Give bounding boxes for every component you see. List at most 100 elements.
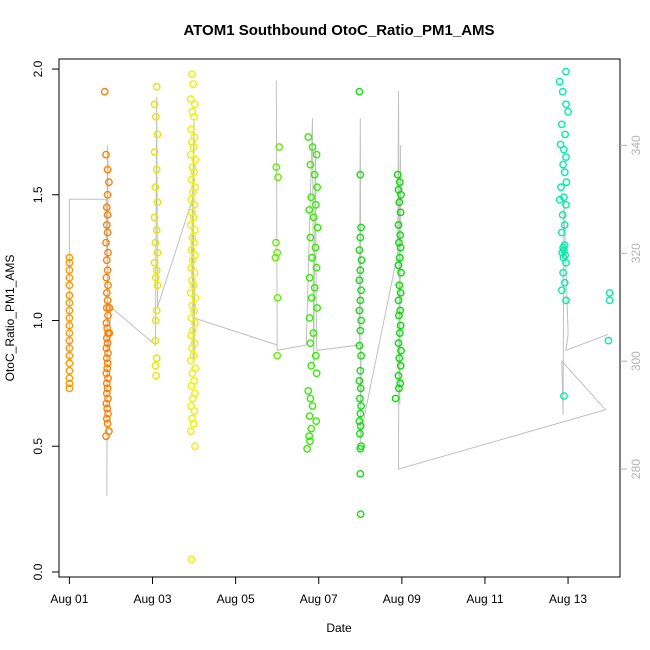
data-point bbox=[190, 100, 199, 109]
data-point bbox=[313, 303, 321, 312]
data-point bbox=[151, 112, 160, 121]
data-point bbox=[312, 150, 321, 159]
data-point bbox=[65, 281, 74, 290]
data-point bbox=[103, 364, 112, 373]
data-point bbox=[65, 273, 74, 282]
data-point bbox=[274, 173, 282, 182]
data-point bbox=[151, 316, 160, 325]
y2-tick-label: 280 bbox=[629, 459, 643, 479]
data-point bbox=[356, 366, 365, 375]
data-point bbox=[356, 510, 365, 518]
data-point bbox=[188, 256, 197, 265]
data-point bbox=[357, 351, 365, 360]
data-point bbox=[394, 261, 403, 270]
data-point bbox=[355, 394, 364, 403]
x-tick-label: Aug 09 bbox=[383, 592, 421, 606]
plot-frame bbox=[58, 58, 621, 578]
data-point bbox=[65, 314, 74, 322]
data-point bbox=[560, 392, 568, 400]
data-point bbox=[187, 175, 196, 184]
data-point bbox=[103, 165, 112, 174]
data-point bbox=[187, 331, 196, 340]
data-point bbox=[152, 82, 161, 91]
data-point bbox=[102, 256, 111, 265]
data-point bbox=[356, 444, 365, 453]
x-tick-label: Aug 13 bbox=[549, 592, 587, 606]
data-point bbox=[103, 339, 112, 347]
data-point bbox=[190, 442, 199, 451]
data-point bbox=[305, 273, 314, 282]
data-point bbox=[560, 221, 569, 229]
data-point bbox=[102, 303, 111, 312]
data-point bbox=[188, 208, 196, 217]
data-point bbox=[307, 424, 316, 433]
data-point bbox=[562, 100, 570, 109]
data-point bbox=[308, 143, 317, 151]
data-point bbox=[191, 155, 200, 164]
data-point bbox=[103, 228, 112, 237]
data-point bbox=[188, 344, 196, 353]
data-point bbox=[102, 354, 111, 363]
data-point bbox=[558, 87, 567, 96]
data-point bbox=[102, 344, 111, 353]
data-point bbox=[187, 125, 196, 134]
data-point bbox=[190, 407, 199, 415]
data-point bbox=[306, 339, 315, 347]
data-point bbox=[65, 298, 74, 307]
data-point bbox=[562, 296, 570, 305]
data-point bbox=[356, 233, 365, 242]
data-point bbox=[555, 195, 564, 204]
data-point bbox=[356, 326, 365, 335]
data-point bbox=[103, 384, 112, 393]
data-point bbox=[102, 273, 111, 282]
secondary-trace-layer bbox=[68, 80, 609, 497]
data-point bbox=[396, 321, 405, 330]
data-point bbox=[186, 95, 195, 104]
data-point bbox=[152, 226, 161, 234]
data-point bbox=[65, 374, 74, 383]
data-point bbox=[355, 341, 364, 350]
data-point bbox=[65, 291, 74, 300]
data-point bbox=[188, 163, 197, 172]
data-point bbox=[105, 303, 114, 312]
data-point bbox=[305, 205, 314, 214]
data-point bbox=[557, 228, 566, 237]
data-point bbox=[102, 319, 111, 327]
data-point bbox=[271, 238, 280, 247]
x-tick-label: Aug 01 bbox=[50, 592, 88, 606]
data-point bbox=[393, 170, 402, 179]
data-point bbox=[306, 437, 314, 446]
data-point bbox=[394, 384, 403, 393]
data-point bbox=[103, 404, 112, 413]
data-point bbox=[560, 145, 568, 154]
data-point bbox=[65, 266, 74, 275]
y-tick-label: 2.0 bbox=[31, 60, 45, 77]
y-tick-label: 1.0 bbox=[31, 312, 45, 329]
data-point bbox=[310, 283, 319, 292]
data-point bbox=[560, 278, 569, 287]
data-point bbox=[395, 281, 404, 290]
data-point bbox=[153, 130, 162, 139]
data-point bbox=[273, 351, 282, 360]
data-point bbox=[191, 293, 200, 302]
data-point bbox=[186, 288, 195, 297]
data-point bbox=[153, 248, 162, 257]
data-point bbox=[190, 306, 199, 315]
data-point bbox=[307, 193, 316, 202]
data-point bbox=[604, 336, 613, 345]
data-point bbox=[304, 133, 313, 141]
data-point bbox=[355, 276, 364, 285]
data-point bbox=[355, 376, 364, 385]
data-point bbox=[65, 321, 74, 330]
data-point bbox=[355, 87, 364, 96]
data-point bbox=[396, 306, 405, 315]
data-point bbox=[356, 296, 365, 305]
data-point bbox=[394, 311, 403, 320]
data-point bbox=[186, 356, 195, 365]
data-point bbox=[397, 268, 405, 277]
x-tick-label: Aug 07 bbox=[300, 592, 338, 606]
data-point bbox=[65, 336, 74, 345]
data-point bbox=[151, 238, 160, 247]
data-point bbox=[313, 183, 321, 192]
secondary-trace-line bbox=[68, 80, 609, 497]
